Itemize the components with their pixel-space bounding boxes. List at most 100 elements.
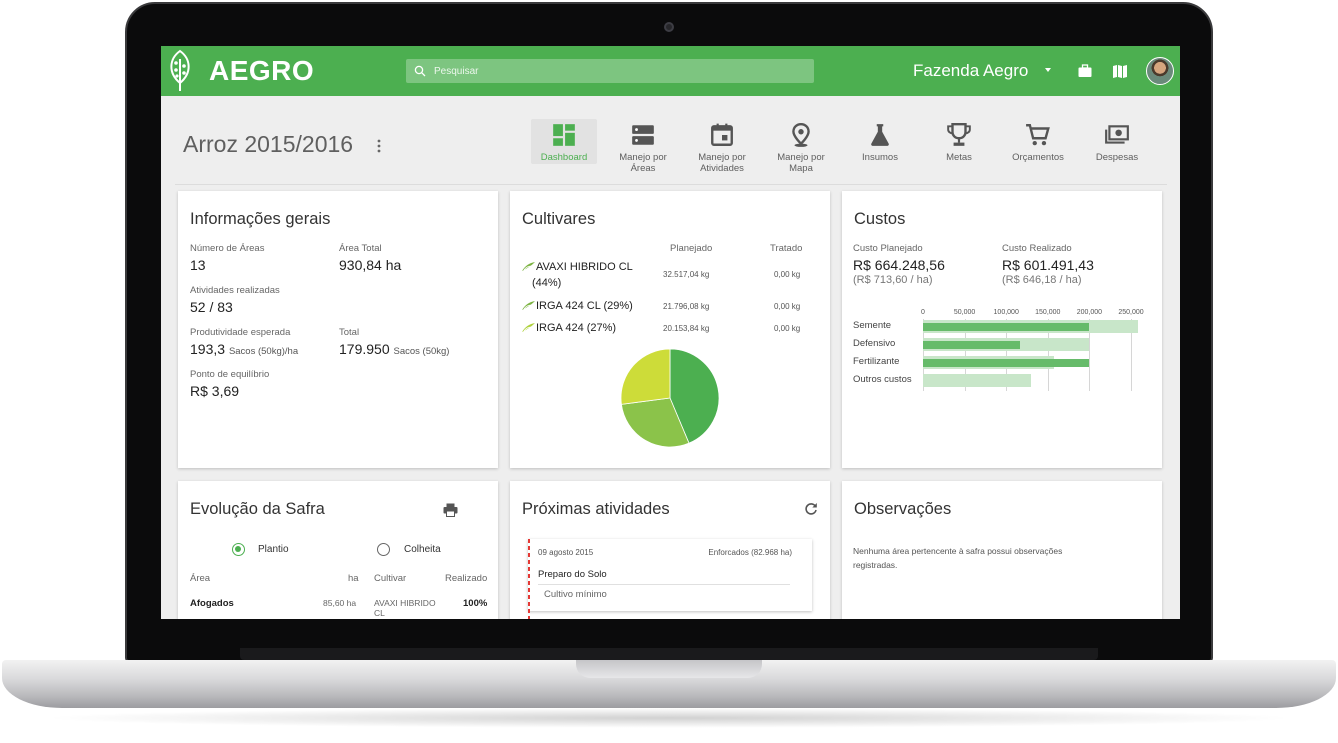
cultivar-treated: 0,00 kg (774, 302, 801, 311)
breakeven-value: R$ 3,69 (190, 383, 240, 399)
more-vert-icon[interactable] (375, 138, 383, 154)
productivity-number: 193,3 (190, 341, 226, 357)
money-icon (1105, 125, 1129, 144)
real-cost-label: Custo Realizado (1002, 243, 1072, 254)
search-bar[interactable] (406, 59, 814, 83)
planned-cost-value: R$ 664.248,56 (853, 257, 945, 273)
realized-bar[interactable] (923, 340, 1021, 349)
planned-bar[interactable] (923, 374, 1032, 387)
areas-label: Número de Áreas (190, 243, 265, 254)
crop-title[interactable]: Arroz 2015/2016 (183, 131, 354, 157)
col-ha: ha (348, 573, 359, 584)
gridline (923, 319, 924, 391)
col-area: Área (190, 573, 211, 584)
colheita-radio[interactable] (377, 543, 390, 556)
pie-slice[interactable] (669, 348, 720, 444)
print-icon[interactable] (443, 503, 458, 517)
nav-despesas[interactable]: Despesas (1084, 119, 1150, 179)
search-icon (414, 65, 426, 77)
farm-selector[interactable]: Fazenda Aegro (913, 61, 1029, 80)
dashboard-icon (553, 124, 575, 146)
search-input[interactable] (434, 65, 804, 77)
card-title: Informações gerais (190, 210, 331, 228)
leaf-logo-icon[interactable] (167, 49, 193, 93)
cultivar-planned: 21.796,08 kg (663, 302, 710, 311)
nav-dashboard[interactable]: Dashboard (531, 119, 597, 164)
costs-card: Custos Custo Planejado R$ 664.248,56 (R$… (842, 191, 1162, 468)
cultivar-planned: 20.153,84 kg (663, 324, 710, 333)
nav-label: Manejo por Áreas (619, 152, 667, 174)
pie-slice[interactable] (620, 397, 690, 448)
col-treated: Tratado (770, 243, 803, 254)
laptop-notch (576, 660, 762, 678)
productivity-value: 193,3 Sacos (50kg)/ha (190, 341, 298, 357)
row-realizado: 100% (463, 598, 488, 609)
cultivar-name: IRGA 424 (27%) (536, 322, 617, 334)
cultivar-row[interactable]: AVAXI HIBRIDO CL (44%) (522, 259, 662, 291)
activity-item[interactable]: 09 agosto 2015 Enforcados (82.968 ha) Pr… (528, 539, 812, 611)
card-title: Cultivares (522, 210, 596, 228)
card-title: Próximas atividades (522, 500, 670, 518)
activities-card: Próximas atividades 09 agosto 2015 Enfor… (510, 481, 830, 619)
cultivars-pie-chart (620, 348, 720, 448)
gridline (1006, 319, 1008, 391)
x-tick-label: 150,000 (1035, 309, 1061, 316)
activities-value: 52 / 83 (190, 299, 233, 315)
row-cultivar-line: AVAXI HIBRIDO (374, 598, 436, 608)
category-label: Defensivo (853, 338, 896, 349)
areas-value: 13 (190, 257, 206, 273)
calendar-icon (711, 123, 733, 146)
cultivar-name: IRGA 424 CL (29%) (536, 300, 633, 312)
realized-bar[interactable] (923, 322, 1090, 331)
total-unit: Sacos (50kg) (393, 346, 450, 357)
card-title: Custos (854, 210, 906, 228)
caret-down-icon[interactable] (1045, 68, 1051, 72)
total-value: 179.950 Sacos (50kg) (339, 341, 449, 357)
map-book-icon[interactable] (1112, 63, 1128, 79)
app-logo[interactable]: AEGRO (209, 55, 315, 86)
row-ha: 85,60 ha (323, 598, 357, 608)
productivity-label: Produtividade esperada (190, 327, 291, 338)
areas-icon (632, 125, 654, 145)
pie-slice[interactable] (620, 348, 671, 405)
cultivar-row[interactable]: IRGA 424 CL (29%) (522, 298, 633, 314)
nav-atividades[interactable]: Manejo por Atividades (689, 119, 755, 179)
cultivars-card: Cultivares Planejado Tratado AVAXI HIBRI… (510, 191, 830, 468)
cultivar-row[interactable]: IRGA 424 (27%) (522, 320, 616, 336)
trophy-icon (947, 122, 971, 146)
col-planned: Planejado (670, 243, 713, 254)
user-avatar[interactable] (1146, 57, 1174, 85)
gridline (1131, 319, 1132, 391)
plantio-radio[interactable] (232, 543, 245, 556)
cart-icon (1026, 124, 1050, 146)
category-label: Semente (853, 320, 892, 331)
nav-metas[interactable]: Metas (926, 119, 992, 179)
refresh-icon[interactable] (804, 502, 818, 516)
sprout-icon (522, 262, 535, 271)
sprout-icon (522, 323, 535, 332)
evolution-card: Evolução da Safra Plantio Colheita Área … (178, 481, 498, 619)
gridline (964, 319, 966, 391)
info-card: Informações gerais Número de Áreas 13 Ár… (178, 191, 498, 468)
total-number: 179.950 (339, 341, 390, 357)
app-screen: AEGRO Fazenda Aegro Arroz 2015/2016 (161, 46, 1180, 619)
nav-label: Insumos (862, 152, 898, 163)
nav-orcamentos[interactable]: Orçamentos (1005, 119, 1071, 179)
header-divider (175, 184, 1167, 185)
flask-icon (871, 124, 889, 146)
nav-insumos[interactable]: Insumos (847, 119, 913, 179)
real-cost-per-ha: (R$ 646,18 / ha) (1002, 274, 1082, 286)
plantio-label: Plantio (258, 544, 289, 555)
x-tick-label: 200,000 (1076, 309, 1103, 316)
nav-label: Despesas (1095, 152, 1139, 163)
activity-date: 09 agosto 2015 (538, 548, 594, 557)
activity-area: Enforcados (82.968 ha) (708, 548, 792, 557)
col-cultivar: Cultivar (374, 573, 407, 584)
nav-mapa[interactable]: Manejo por Mapa (768, 119, 834, 179)
realized-bar[interactable] (923, 358, 1090, 367)
laptop-shadow (40, 708, 1298, 728)
col-realizado: Realizado (445, 573, 488, 584)
observations-card: Observações Nenhuma área pertencente à s… (842, 481, 1162, 619)
briefcase-icon[interactable] (1077, 63, 1093, 79)
nav-areas[interactable]: Manejo por Áreas (610, 119, 676, 179)
